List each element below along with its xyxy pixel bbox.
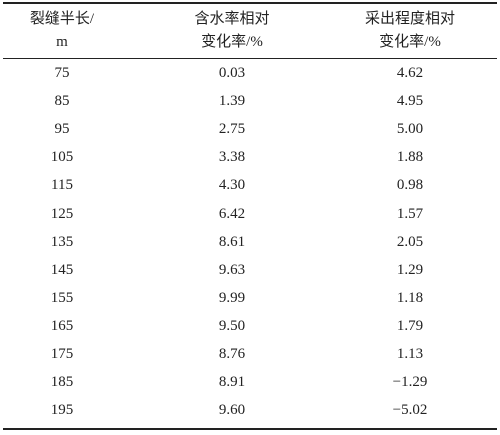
table-cell: 175 <box>50 346 74 362</box>
table-cell: 4.95 <box>396 93 424 110</box>
table-cell: 9.50 <box>218 317 246 334</box>
header-cell: m <box>56 34 68 50</box>
table-cell: 115 <box>51 177 73 194</box>
table-cell: 3.38 <box>218 149 246 166</box>
header-rule <box>3 58 497 59</box>
header-cell: 变化率/% <box>201 34 263 50</box>
table-cell: 135 <box>50 233 74 250</box>
table-cell: 145 <box>50 261 74 278</box>
table-cell: 165 <box>50 317 74 334</box>
table-cell: 6.42 <box>218 205 246 222</box>
bottom-rule <box>3 428 497 430</box>
table-cell: 1.79 <box>396 317 424 334</box>
table-cell: 105 <box>50 149 74 166</box>
header-cell: 含水率相对 <box>194 11 270 27</box>
table-cell: 8.76 <box>218 346 246 362</box>
table-cell: 4.62 <box>396 65 424 81</box>
top-rule <box>3 2 497 4</box>
table-cell: 85 <box>54 93 70 110</box>
table-cell: 1.18 <box>396 289 424 306</box>
table-cell: 9.60 <box>218 402 246 419</box>
table-cell: 195 <box>50 402 74 419</box>
table-cell: 4.30 <box>218 177 246 194</box>
table-cell: 2.75 <box>218 121 246 138</box>
table-cell: 5.00 <box>396 121 424 138</box>
table-cell: 0.98 <box>396 177 424 194</box>
table-cell: 1.13 <box>396 346 424 362</box>
table-cell: 75 <box>54 65 70 81</box>
header-cell: 采出程度相对 <box>364 11 455 27</box>
header-cell: 变化率/% <box>379 34 441 50</box>
header-cell: 裂缝半长/ <box>29 11 95 27</box>
table-cell: −5.02 <box>392 402 428 419</box>
table-cell: 9.99 <box>218 289 246 306</box>
table-cell: 185 <box>50 374 74 391</box>
table-cell: 1.88 <box>396 149 424 166</box>
table-cell: 8.61 <box>218 233 246 250</box>
table-cell: 8.91 <box>218 374 246 391</box>
table-cell: 95 <box>54 121 70 138</box>
table-cell: 125 <box>50 205 74 222</box>
table-cell: 155 <box>50 289 74 306</box>
table-cell: 9.63 <box>218 261 246 278</box>
table-cell: 1.57 <box>396 205 424 222</box>
table-cell: 2.05 <box>396 233 424 250</box>
table-cell: 0.03 <box>218 65 246 81</box>
table-cell: −1.29 <box>392 374 428 391</box>
table-cell: 1.29 <box>396 261 424 278</box>
table-cell: 1.39 <box>218 93 246 110</box>
